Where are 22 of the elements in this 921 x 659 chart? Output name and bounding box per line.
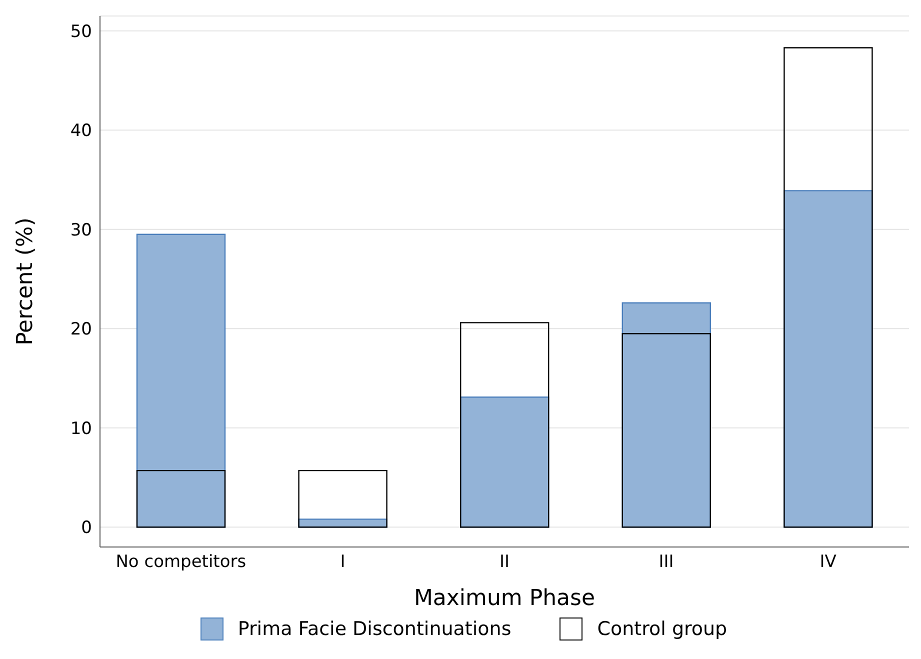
y-tick-label: 30 <box>70 220 92 240</box>
x-tick-label: III <box>658 552 674 572</box>
bar <box>784 190 873 528</box>
x-tick-label: No competitors <box>116 552 246 572</box>
x-tick-label: II <box>499 552 510 572</box>
y-tick-label: 40 <box>70 121 92 142</box>
y-tick-label: 10 <box>70 418 92 439</box>
bar <box>136 234 226 528</box>
bar <box>460 396 550 528</box>
y-tick-label: 20 <box>70 320 92 340</box>
y-axis-title: Percent (%) <box>12 218 38 346</box>
bar <box>460 322 550 528</box>
bar <box>784 47 873 528</box>
bar <box>136 470 226 528</box>
x-tick-label: IV <box>820 552 837 572</box>
x-tick-label: I <box>340 552 346 572</box>
bar <box>298 470 388 528</box>
y-tick-label: 50 <box>70 22 92 42</box>
y-tick-label: 0 <box>81 518 92 538</box>
x-axis-title: Maximum Phase <box>414 586 596 611</box>
legend-label: Prima Facie Discontinuations <box>238 618 512 640</box>
legend-label: Control group <box>597 618 728 640</box>
